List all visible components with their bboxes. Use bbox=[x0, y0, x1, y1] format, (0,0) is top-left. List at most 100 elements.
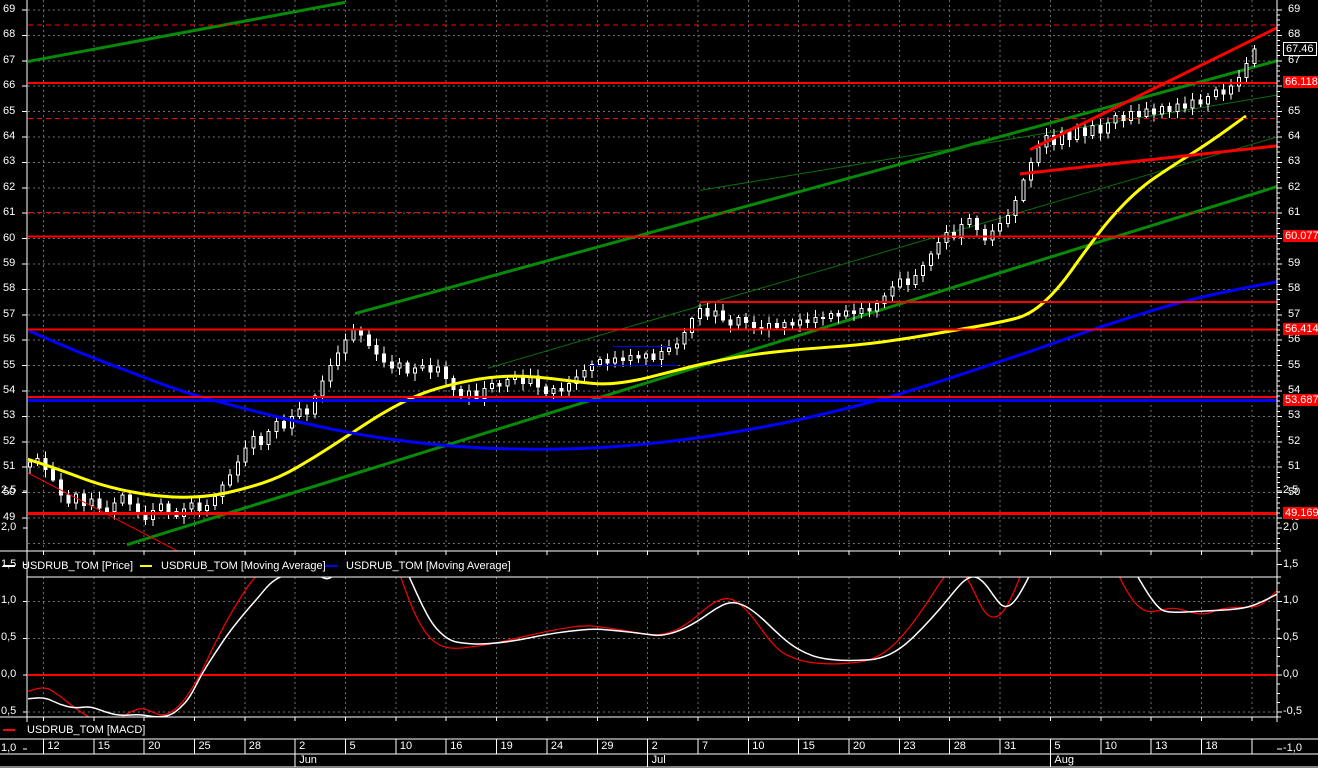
date-label: 13 bbox=[1155, 740, 1168, 752]
ma-fast-swatch bbox=[140, 565, 152, 567]
price-tick-label: 57 bbox=[1288, 307, 1301, 320]
date-label: 10 bbox=[1104, 740, 1117, 752]
price-tick-label: 54 bbox=[3, 384, 16, 396]
date-label: 5 bbox=[1054, 740, 1061, 752]
ma-slow-swatch bbox=[325, 565, 337, 567]
price-series-swatch bbox=[3, 565, 15, 567]
price-tick-label: 49 bbox=[3, 511, 16, 523]
price-tick-label: 57 bbox=[3, 307, 16, 320]
date-label: 20 bbox=[853, 740, 866, 752]
date-label: 29 bbox=[601, 740, 614, 752]
macd-tick-label: 1,5 bbox=[1283, 557, 1299, 570]
price-level-badge: 49.169 bbox=[1283, 506, 1318, 519]
price-tick-label: 61 bbox=[1288, 206, 1301, 219]
price-tick-label: 64 bbox=[3, 130, 16, 142]
date-label: 20 bbox=[148, 740, 161, 752]
date-label: 7 bbox=[701, 740, 709, 752]
macd-tick-label: -1,0 bbox=[1283, 741, 1302, 754]
date-label: 15 bbox=[97, 740, 110, 752]
price-tick-label: 65 bbox=[1288, 104, 1301, 117]
date-label: 12 bbox=[47, 740, 60, 752]
price-tick-label: 63 bbox=[1288, 155, 1301, 168]
macd-series-swatch bbox=[3, 729, 15, 731]
price-tick-label: 58 bbox=[1288, 282, 1301, 295]
price-tick-label: 62 bbox=[3, 180, 16, 193]
price-tick-label: 58 bbox=[3, 282, 16, 295]
macd-legend-row: USDRUB_TOM [MACD] bbox=[0, 722, 1318, 739]
price-level-badge: 66.118 bbox=[1283, 76, 1318, 89]
price-tick-label: 56 bbox=[3, 333, 16, 346]
price-tick-label: 68 bbox=[1288, 28, 1301, 41]
date-label: 28 bbox=[953, 740, 966, 752]
price-tick-label: 67 bbox=[3, 53, 16, 66]
price-tick-label: 64 bbox=[1288, 130, 1301, 142]
price-tick-label: 55 bbox=[3, 358, 16, 371]
month-axis-row[interactable]: Jun Jul Aug bbox=[0, 754, 1318, 768]
macd-tick-label: 0,0 bbox=[1283, 668, 1299, 681]
price-tick-label: 55 bbox=[1288, 358, 1301, 371]
macd-panel[interactable] bbox=[28, 491, 1277, 749]
macd-tick-label: 1,0 bbox=[1, 594, 17, 607]
price-tick-label: 68 bbox=[3, 28, 16, 41]
price-tick-label: 56 bbox=[1288, 333, 1301, 346]
ma-fast-label: USDRUB_TOM [Moving Average] bbox=[161, 560, 326, 572]
date-label: 23 bbox=[903, 740, 916, 752]
price-tick-label: 54 bbox=[1288, 384, 1301, 396]
date-label: 16 bbox=[450, 740, 463, 752]
price-tick-label: 67 bbox=[1288, 53, 1301, 66]
price-tick-label: 51 bbox=[1288, 460, 1301, 473]
price-tick-label: 63 bbox=[3, 155, 16, 168]
macd-tick-label: 1,0 bbox=[1283, 594, 1299, 607]
price-tick-label: 53 bbox=[3, 409, 16, 422]
date-label: 25 bbox=[198, 740, 211, 752]
macd-tick-label: 0,5 bbox=[1283, 631, 1299, 644]
price-tick-label: 69 bbox=[1288, 3, 1301, 15]
price-tick-label: 52 bbox=[3, 434, 16, 447]
date-label: 15 bbox=[802, 740, 815, 752]
price-tick-label: 50 bbox=[3, 485, 16, 498]
price-series-label: USDRUB_TOM [Price] bbox=[22, 560, 134, 572]
price-tick-label: 69 bbox=[3, 3, 16, 15]
date-label: 28 bbox=[248, 740, 262, 752]
price-level-badge: 53.687 bbox=[1283, 393, 1318, 406]
price-legend-row: USDRUB_TOM [Price] USDRUB_TOM [Moving Av… bbox=[0, 556, 1318, 577]
ma-slow-label: USDRUB_TOM [Moving Average] bbox=[346, 560, 511, 572]
price-tick-label: 65 bbox=[3, 104, 16, 117]
date-label: 19 bbox=[500, 740, 513, 752]
month-label: Aug bbox=[1054, 754, 1074, 766]
price-tick-label: 50 bbox=[1288, 485, 1301, 498]
date-axis-row[interactable]: 12 15 20 25 28 2 5 10 16 19 24 29 2 7 10 15 20 23 28 31 5 10 1… bbox=[0, 739, 1318, 754]
date-label: 5 bbox=[349, 740, 356, 752]
month-label: Jul bbox=[651, 754, 666, 766]
month-label: Jun bbox=[299, 754, 317, 766]
price-panel[interactable] bbox=[0, 0, 1277, 561]
price-level-badge: 56.414 bbox=[1283, 322, 1318, 335]
macd-tick-label: 2,0 bbox=[1, 520, 17, 533]
date-label: 2 bbox=[299, 740, 306, 752]
macd-tick-label: -0,5 bbox=[1283, 705, 1302, 718]
price-tick-label: 66 bbox=[3, 79, 16, 92]
price-tick-label: 60 bbox=[3, 231, 16, 244]
price-tick-label: 61 bbox=[3, 206, 16, 219]
macd-tick-label: 2,5 bbox=[1283, 483, 1299, 496]
macd-tick-label: 2,5 bbox=[1, 483, 17, 496]
macd-series-label: USDRUB_TOM [MACD] bbox=[27, 724, 146, 736]
date-label: 31 bbox=[1004, 740, 1017, 752]
price-level-badge: 60.077 bbox=[1283, 229, 1318, 242]
date-label: 24 bbox=[550, 740, 564, 752]
date-label: 18 bbox=[1205, 740, 1218, 752]
date-label: 10 bbox=[399, 740, 413, 752]
macd-tick-label: 0,5 bbox=[1, 705, 17, 718]
date-label: 2 bbox=[651, 740, 658, 752]
price-tick-label: 62 bbox=[1288, 180, 1301, 193]
date-label: 10 bbox=[752, 740, 765, 752]
last-price-label: 67.46 bbox=[1283, 42, 1317, 57]
price-tick-label: 53 bbox=[1288, 409, 1301, 422]
macd-tick-label: 0,0 bbox=[1, 668, 17, 681]
price-tick-label: 59 bbox=[3, 257, 16, 269]
macd-tick-label: 1,0 bbox=[1, 741, 17, 754]
price-tick-label: 59 bbox=[1288, 257, 1301, 269]
